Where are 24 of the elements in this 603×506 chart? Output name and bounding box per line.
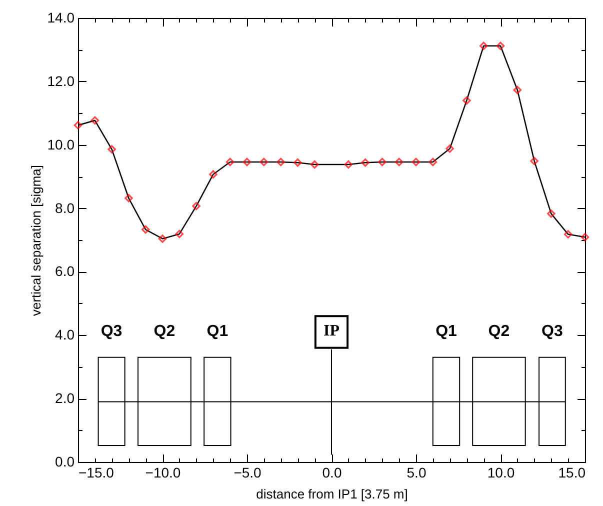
annotation: Q2 — [154, 323, 176, 340]
y-tick-label: 6.0 — [55, 263, 75, 280]
x-tick-label: 10.0 — [487, 464, 515, 480]
y-tick-label: 10.0 — [47, 136, 75, 152]
y-tick-label: 12.0 — [47, 72, 75, 89]
y-tick-label: 8.0 — [55, 200, 75, 216]
x-tick-label: 0.0 — [322, 464, 342, 480]
y-tick-label: 0.0 — [55, 454, 75, 470]
y-tick-label: 2.0 — [55, 390, 75, 406]
y-axis-title: vertical separation [sigma] — [28, 164, 44, 316]
y-tick-label: 14.0 — [47, 10, 75, 26]
x-tick-label: 15.0 — [558, 464, 586, 480]
x-tick-label: −5.0 — [234, 464, 262, 480]
x-axis-title: distance from IP1 [3.75 m] — [256, 486, 408, 502]
x-tick-label: −15.0 — [78, 464, 114, 480]
annotation: Q3 — [542, 323, 563, 340]
annotation: Q3 — [100, 323, 122, 340]
x-tick-label: 5.0 — [406, 464, 426, 480]
annotation: Q1 — [206, 323, 228, 340]
x-tick-label: −10.0 — [145, 464, 181, 480]
annotation: Q2 — [488, 323, 510, 340]
y-tick-label: 4.0 — [55, 326, 75, 343]
annotation: IP — [324, 322, 340, 340]
annotation: Q1 — [436, 323, 458, 340]
